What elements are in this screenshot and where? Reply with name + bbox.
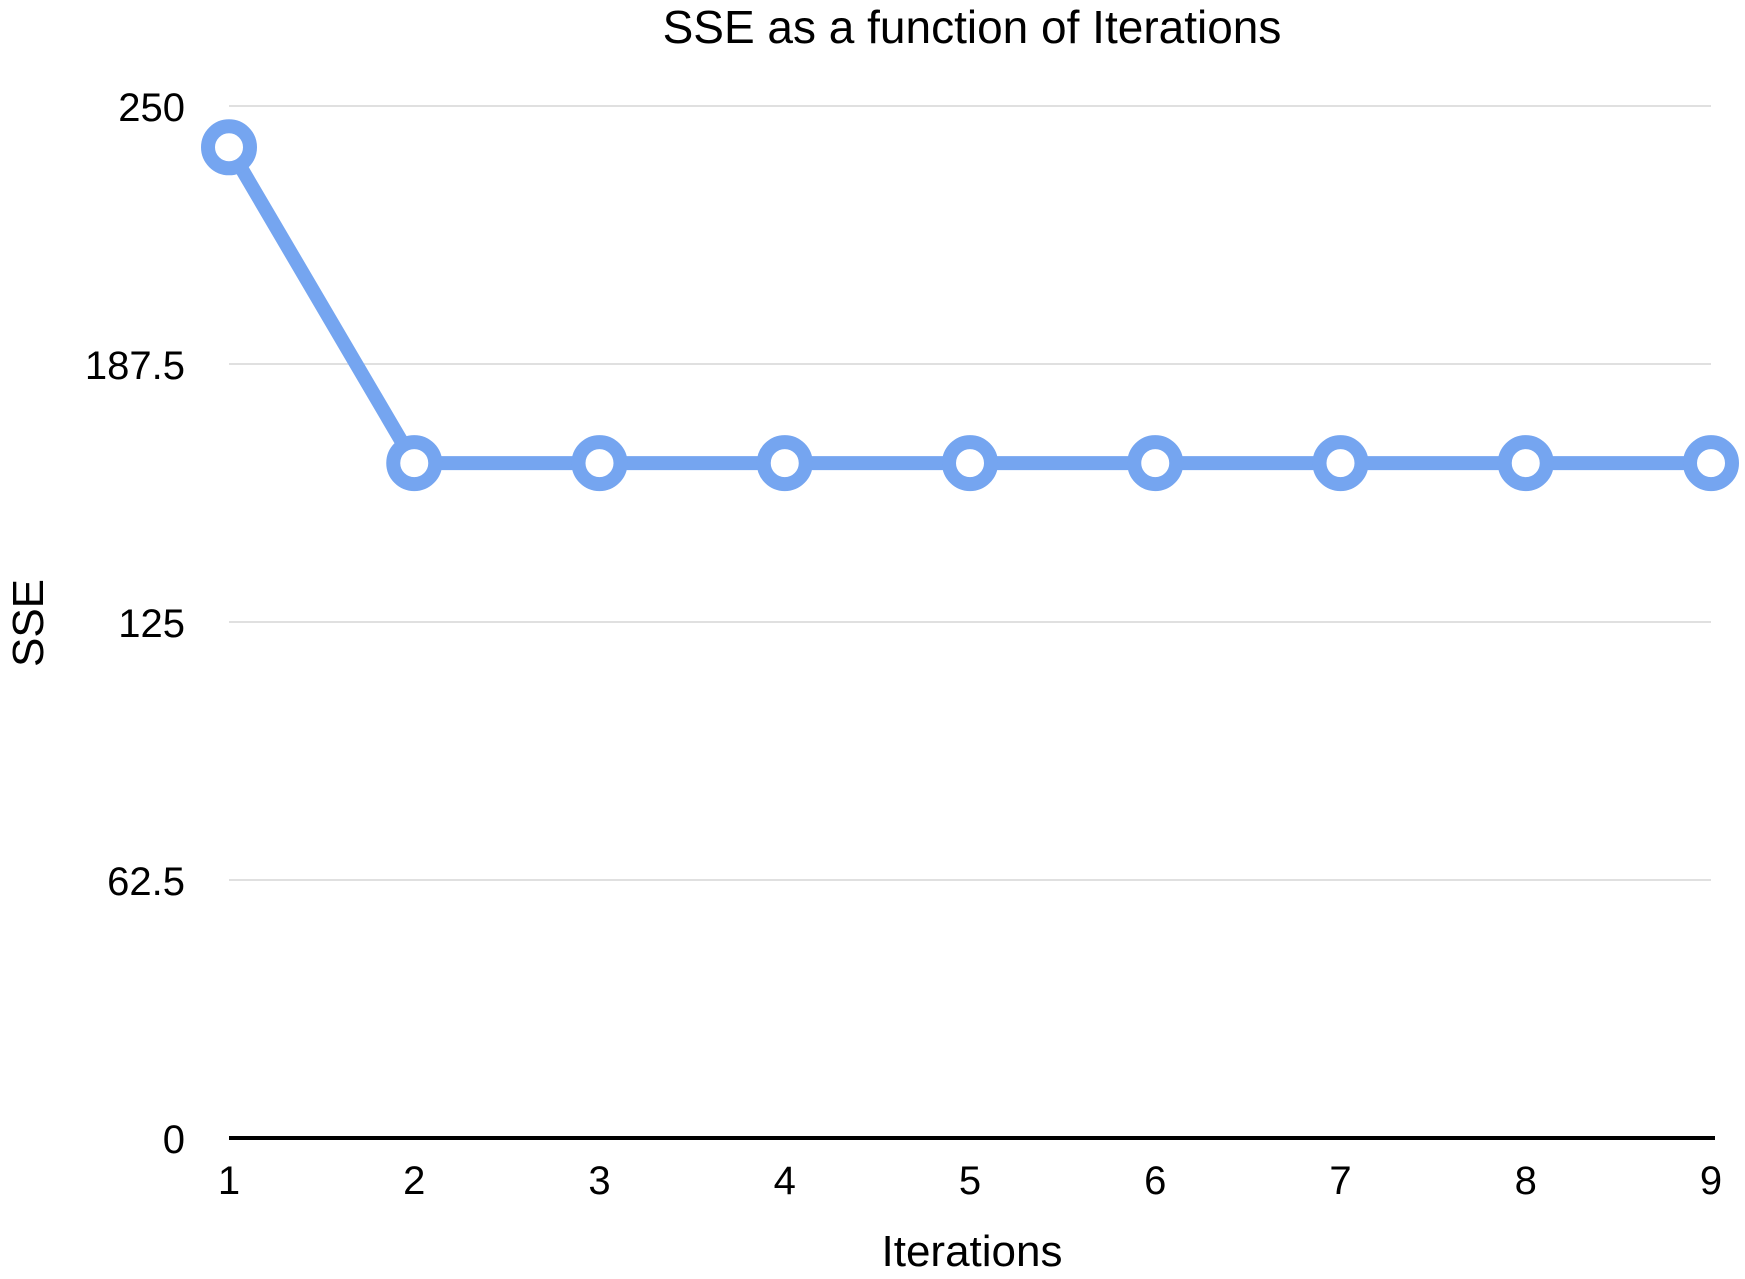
x-tick-label: 2 bbox=[403, 1159, 425, 1203]
y-axis-label: SSE bbox=[4, 579, 53, 667]
y-tick-label: 125 bbox=[118, 602, 185, 646]
data-point bbox=[571, 435, 628, 492]
data-point bbox=[1497, 435, 1554, 492]
data-point bbox=[386, 435, 443, 492]
x-tick-label: 5 bbox=[959, 1159, 981, 1203]
data-point bbox=[1127, 435, 1184, 492]
data-point bbox=[1683, 435, 1739, 492]
data-point bbox=[201, 119, 257, 176]
x-tick-label: 1 bbox=[218, 1159, 240, 1203]
data-point bbox=[756, 435, 813, 492]
y-tick-label: 187.5 bbox=[85, 344, 185, 388]
x-tick-label: 8 bbox=[1515, 1159, 1537, 1203]
x-axis-label: Iterations bbox=[882, 1227, 1063, 1276]
x-tick-label: 4 bbox=[774, 1159, 796, 1203]
series-layer bbox=[201, 119, 1739, 492]
data-point bbox=[1312, 435, 1369, 492]
data-point bbox=[942, 435, 998, 492]
x-tick-label: 9 bbox=[1700, 1159, 1722, 1203]
x-tick-label: 6 bbox=[1144, 1159, 1166, 1203]
x-tick-label: 3 bbox=[588, 1159, 610, 1203]
x-tick-label: 7 bbox=[1329, 1159, 1351, 1203]
y-axis-tick-labels: 0 62.5 125 187.5 250 bbox=[85, 86, 185, 1162]
series-line bbox=[222, 140, 1718, 471]
chart-title: SSE as a function of Iterations bbox=[663, 1, 1282, 53]
y-tick-label: 250 bbox=[118, 86, 185, 130]
y-tick-label: 0 bbox=[163, 1118, 185, 1162]
x-axis-tick-labels: 1 2 3 4 5 6 7 8 9 bbox=[218, 1159, 1722, 1203]
gridlines bbox=[229, 105, 1711, 881]
y-tick-label: 62.5 bbox=[107, 860, 185, 904]
